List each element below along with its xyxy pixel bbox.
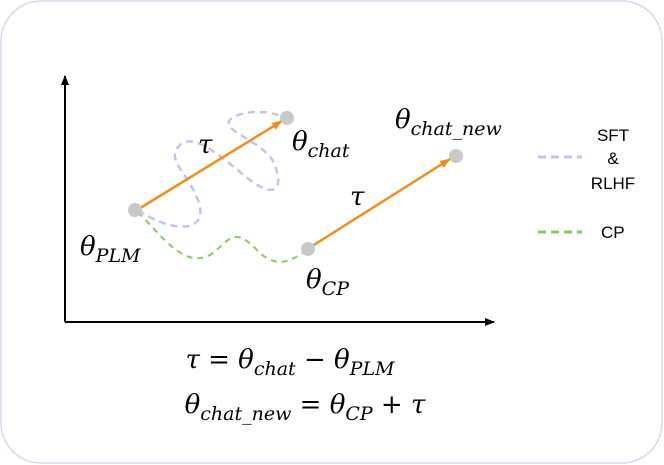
tau-arrow — [136, 119, 283, 212]
text-part: chat — [308, 140, 350, 162]
text-part: τ = θ — [185, 345, 254, 375]
text-part: chat_new — [411, 118, 502, 140]
equation: τ = θchat − θPLM — [185, 345, 395, 380]
text-part: chat — [254, 358, 296, 380]
sft-rlhf-path — [137, 110, 286, 228]
text-part: θ — [80, 232, 96, 262]
vector-label: τ — [198, 130, 213, 160]
text-part: − θ — [296, 345, 350, 375]
text-part: chat_new — [200, 403, 291, 425]
point-label: θchat — [292, 127, 350, 162]
point-label: θCP — [306, 265, 350, 300]
legend-label: CP — [601, 223, 625, 242]
point — [301, 242, 315, 256]
point-label: θPLM — [80, 232, 141, 267]
text-part: θ — [306, 265, 322, 295]
text-part: PLM — [349, 358, 395, 380]
point — [449, 149, 463, 163]
point — [128, 203, 142, 217]
text-part: + τ — [373, 390, 426, 420]
text-part: PLM — [95, 245, 141, 267]
text-part: θ — [395, 105, 411, 135]
point — [280, 111, 294, 125]
legend-label: RLHF — [591, 174, 635, 193]
text-part: θ — [185, 390, 201, 420]
cp-path — [137, 211, 308, 263]
text-part: CP — [345, 403, 374, 425]
vector-label: τ — [350, 182, 365, 212]
text-part: CP — [322, 278, 351, 300]
point-label: θchat_new — [395, 105, 502, 140]
legend-label: & — [607, 149, 619, 168]
legend-label: SFT — [597, 126, 629, 145]
tau-arrow — [308, 157, 451, 250]
text-part: θ — [292, 127, 308, 157]
text-part: = θ — [291, 390, 345, 420]
equation: θchat_new = θCP + τ — [185, 390, 426, 425]
